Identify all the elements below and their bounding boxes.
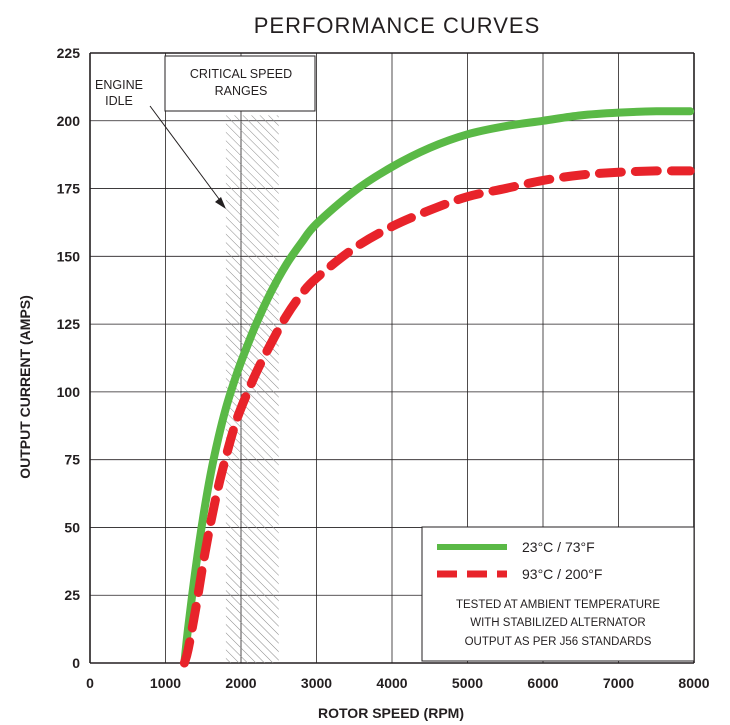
y-tick-label: 75 (64, 452, 80, 468)
y-tick-label: 175 (57, 181, 81, 197)
x-tick-label: 8000 (678, 675, 709, 691)
x-axis-label: ROTOR SPEED (RPM) (318, 705, 464, 721)
x-tick-label: 5000 (452, 675, 483, 691)
y-tick-label: 0 (72, 655, 80, 671)
x-tick-label: 4000 (376, 675, 407, 691)
y-tick-label: 25 (64, 587, 80, 603)
critical-speed-label-line-2: RANGES (215, 84, 268, 98)
y-tick-label: 125 (57, 316, 81, 332)
y-tick-label: 150 (57, 248, 81, 264)
series-lines (179, 107, 695, 668)
y-tick-label: 100 (57, 384, 81, 400)
series-line-2 (179, 166, 695, 668)
x-tick-label: 1000 (150, 675, 181, 691)
x-tick-label: 3000 (301, 675, 332, 691)
critical-speed-label-box (164, 55, 316, 112)
x-tick-label: 0 (86, 675, 94, 691)
engine-idle-arrow-line (149, 105, 223, 204)
y-tick-label: 50 (64, 519, 80, 535)
legend-note-line-2: WITH STABILIZED ALTERNATOR (470, 617, 646, 629)
chart-title: PERFORMANCE CURVES (254, 13, 541, 38)
legend: 23°C / 73°F 93°C / 200°F TESTED AT AMBIE… (421, 526, 695, 662)
axis-ticks: 0 1000 2000 3000 4000 5000 6000 7000 8000 0 25 50 75… (57, 45, 710, 691)
engine-idle-label-box (92, 70, 148, 108)
critical-speed-label-line-1: CRITICAL SPEED (190, 67, 292, 81)
y-tick-label: 200 (57, 113, 81, 129)
engine-idle-arrow-head (215, 197, 226, 209)
x-tick-label: 2000 (225, 675, 256, 691)
engine-idle-label-line-1: ENGINE (95, 78, 143, 92)
series-line-1 (180, 107, 695, 667)
y-tick-label: 225 (57, 45, 81, 61)
y-axis-label: OUTPUT CURRENT (AMPS) (17, 295, 33, 479)
legend-label-series-2: 93°C / 200°F (522, 566, 602, 582)
x-tick-label: 6000 (527, 675, 558, 691)
x-tick-label: 7000 (603, 675, 634, 691)
legend-note-line-3: OUTPUT AS PER J56 STANDARDS (465, 636, 652, 648)
engine-idle-label-line-2: IDLE (105, 94, 133, 108)
legend-label-series-1: 23°C / 73°F (522, 539, 595, 555)
legend-note-line-1: TESTED AT AMBIENT TEMPERATURE (456, 599, 660, 611)
